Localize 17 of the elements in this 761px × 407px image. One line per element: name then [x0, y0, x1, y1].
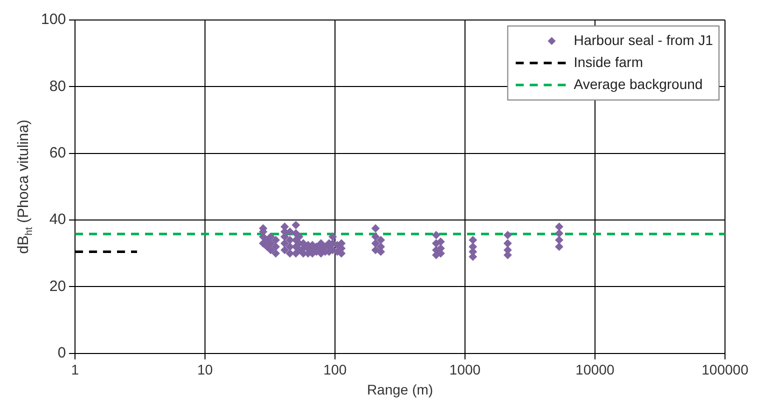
y-tick-label: 0 [58, 344, 66, 362]
x-tick-label: 10 [197, 362, 214, 378]
y-tick-label: 100 [40, 11, 66, 28]
y-axis-title: dBht (Phoca vitulina) [15, 120, 35, 254]
x-tick-label: 1 [71, 362, 80, 378]
legend-label: Inside farm [574, 54, 643, 70]
x-tick-label: 10000 [576, 362, 615, 378]
y-tick-label: 60 [49, 144, 66, 162]
legend-label: Harbour seal - from J1 [574, 32, 714, 48]
y-tick-label: 40 [49, 211, 66, 228]
x-tick-label: 1000 [449, 362, 481, 378]
x-tick-label: 100000 [702, 362, 749, 378]
x-tick-label: 100 [323, 362, 347, 378]
y-tick-label: 80 [49, 78, 66, 95]
y-tick-label: 20 [49, 278, 66, 295]
legend-label: Average background [574, 76, 703, 92]
x-axis-title: Range (m) [366, 381, 434, 398]
